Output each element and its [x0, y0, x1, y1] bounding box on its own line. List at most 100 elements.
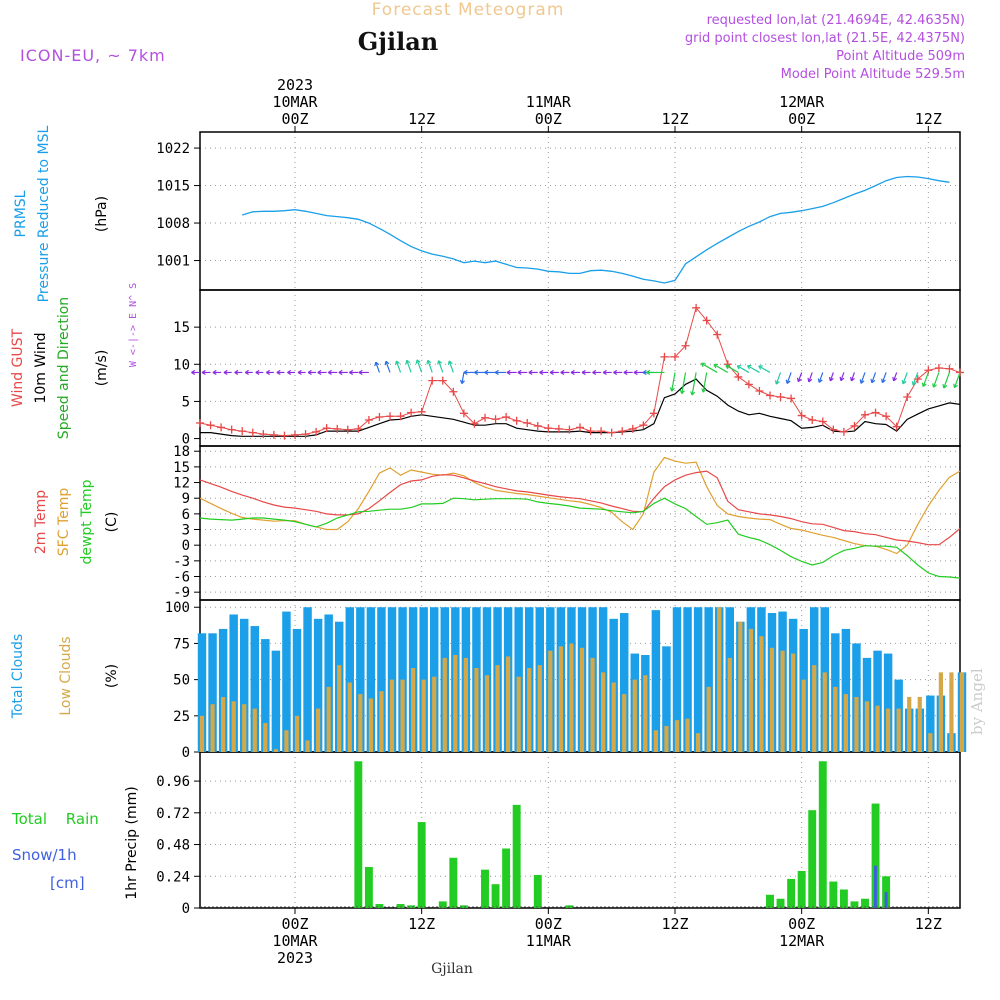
wind-direction-arrow: [713, 363, 729, 373]
low-cloud-bar: [389, 679, 395, 752]
rain-bar: [407, 905, 416, 908]
low-cloud-bar: [548, 650, 553, 752]
wind-direction-arrow: [881, 372, 887, 384]
temp2m-line: [199, 470, 961, 546]
bottom-time-label: 12Z: [661, 915, 688, 933]
total-cloud-bar: [883, 653, 893, 752]
wind-gust-marker: [280, 431, 289, 440]
wind-direction-arrow: [358, 369, 369, 376]
wind-direction-arrow: [255, 369, 264, 376]
wind-gust-marker: [196, 418, 204, 427]
temperature-ytick-label: -9: [173, 585, 190, 601]
top-time-label: 12MAR: [779, 93, 825, 111]
wind-direction-arrow: [506, 369, 517, 376]
wind-direction-arrow: [953, 372, 961, 389]
wind-gust-marker: [396, 412, 405, 421]
rain-bar: [850, 901, 859, 908]
wind-gust-marker: [618, 427, 627, 436]
wind-gust-marker: [628, 424, 637, 433]
temp-label-dewpt: dewpt Temp: [79, 479, 95, 564]
temperature-ytick-label: -6: [173, 570, 190, 586]
wind-direction-arrow: [265, 369, 274, 376]
total-cloud-bar: [366, 607, 376, 752]
total-cloud-bar: [282, 611, 291, 752]
wind-direction-arrow: [774, 372, 782, 385]
low-cloud-bar: [632, 679, 637, 752]
low-cloud-bar: [643, 675, 648, 752]
low-cloud-bar: [453, 655, 458, 752]
model-altitude: Model Point Altitude 529.5m: [781, 67, 965, 82]
wind-gust-marker: [903, 392, 912, 401]
wind-direction-arrow: [348, 369, 359, 376]
wind-gust-marker: [417, 407, 426, 416]
temperature-ytick-label: 3: [182, 523, 190, 539]
bottom-time-label: 12Z: [408, 915, 435, 933]
wind-gust-marker: [291, 430, 299, 439]
rain-bar: [396, 904, 405, 908]
clouds-label-low: Low Clouds: [58, 636, 74, 715]
total-cloud-bar: [250, 626, 259, 752]
wind-gust-marker: [206, 421, 215, 430]
total-cloud-bar: [693, 607, 703, 752]
low-cloud-bar: [706, 686, 711, 752]
low-cloud-bar: [294, 715, 300, 752]
wind-direction-arrow: [669, 372, 676, 392]
wind-gust-marker: [533, 421, 542, 430]
wind-direction-arrow: [570, 369, 581, 376]
wind-direction-arrow: [633, 369, 644, 376]
wind-gust-marker: [702, 316, 711, 325]
total-cloud-bar: [356, 607, 365, 752]
wind-ytick-label: 0: [182, 432, 190, 448]
grid-point-coordinates: grid point closest lon,lat (21.5E, 42.43…: [685, 31, 965, 46]
rain-bar: [502, 848, 511, 908]
low-cloud-bar: [210, 704, 215, 752]
temperature-ytick-label: -3: [173, 554, 190, 570]
wind-direction-arrow: [415, 359, 423, 373]
wind-gust-marker: [692, 303, 701, 312]
precip-label-cm: [cm]: [50, 874, 85, 892]
precip-ytick-label: 0: [182, 901, 190, 917]
wind-gust-marker: [333, 424, 342, 433]
wind-gust-marker: [671, 352, 679, 361]
wind-direction-arrow: [796, 372, 803, 383]
wind-direction-arrow: [701, 372, 708, 393]
low-cloud-bar: [337, 665, 342, 752]
wind-direction-arrow: [901, 372, 908, 385]
rain-bar: [449, 857, 458, 908]
chart-title: Forecast Meteogram: [372, 0, 565, 20]
precip-label-rain: Total Rain: [11, 810, 99, 828]
wind-gust-marker: [238, 427, 247, 436]
bottom-time-label: 2023: [277, 949, 313, 967]
wind-compass: W <-|-> E N^ S: [128, 283, 139, 367]
temperature-ytick-label: 6: [182, 507, 190, 523]
low-cloud-bar: [284, 730, 289, 752]
wind-gust-marker: [871, 408, 880, 417]
wind-gust-marker: [607, 428, 616, 437]
wind-direction-arrow: [623, 369, 633, 376]
rain-bar: [871, 803, 880, 908]
wind-direction-arrow: [244, 369, 253, 376]
low-cloud-bar: [347, 682, 352, 752]
low-cloud-bar: [569, 643, 574, 752]
total-cloud-bar: [271, 650, 281, 752]
low-cloud-bar: [484, 675, 490, 752]
bottom-time-label: 12Z: [915, 915, 942, 933]
top-time-label: 00Z: [535, 110, 562, 128]
clouds-ytick-label: 50: [173, 673, 190, 689]
wind-ytick-label: 10: [173, 357, 190, 373]
bottom-time-label: 00Z: [788, 915, 815, 933]
clouds-ytick-label: 0: [182, 745, 190, 761]
wind-gust-marker: [301, 430, 310, 439]
rain-bar: [459, 905, 468, 908]
model-label: ICON-EU, ~ 7km: [20, 46, 166, 65]
low-cloud-bar: [263, 723, 268, 752]
wind-direction-arrow: [474, 369, 486, 376]
wind-direction-arrow: [921, 372, 929, 388]
sfc-temp-line: [199, 456, 961, 555]
bottom-time-label: 12MAR: [779, 932, 825, 950]
wind-direction-arrow: [374, 361, 381, 373]
wind-direction-arrow: [807, 372, 813, 383]
wind-direction-arrow: [287, 369, 296, 376]
low-cloud-bar: [738, 621, 743, 752]
wind-ytick-label: 15: [173, 320, 190, 336]
